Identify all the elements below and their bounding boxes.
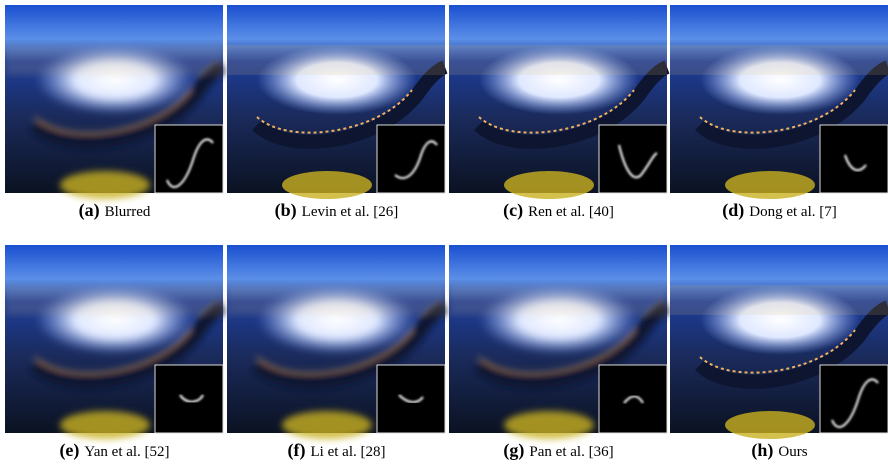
flowers xyxy=(504,171,594,199)
dots xyxy=(670,285,888,315)
panel-label: (c) xyxy=(503,200,523,220)
panel-image xyxy=(670,5,888,199)
panel-label: (a) xyxy=(79,200,100,220)
dots xyxy=(227,45,445,75)
caption: (h) Ours xyxy=(670,440,888,461)
kernel-background xyxy=(599,365,667,433)
figure: (a) Blurred (b) Levin et al. [26] (c) Ren et … xyxy=(0,0,888,465)
panel-caption: Blurred xyxy=(105,204,151,220)
kernel-background xyxy=(820,365,888,433)
panel-image xyxy=(5,245,223,439)
kernel-background xyxy=(820,125,888,193)
flowers xyxy=(725,171,815,199)
flowers xyxy=(725,411,815,439)
flowers xyxy=(504,411,594,439)
kernel-inset xyxy=(599,365,667,433)
dots xyxy=(5,285,223,315)
panel-caption: Ours xyxy=(778,444,807,460)
panel-label: (d) xyxy=(722,200,744,220)
panel-image xyxy=(227,5,445,199)
kernel-background xyxy=(155,365,223,433)
panel-caption: Levin et al. [26] xyxy=(302,204,399,220)
image-grid xyxy=(0,0,888,465)
panel-label: (b) xyxy=(275,200,297,220)
kernel-background xyxy=(155,125,223,193)
panel-label: (f) xyxy=(288,440,306,460)
kernel-inset xyxy=(377,125,445,193)
caption: (g) Pan et al. [36] xyxy=(449,440,668,461)
panel-caption: Dong et al. [7] xyxy=(749,204,836,220)
kernel-inset xyxy=(599,125,667,193)
panel-image xyxy=(449,245,667,439)
flowers xyxy=(60,171,150,199)
flowers xyxy=(282,411,372,439)
panel-image xyxy=(227,245,445,439)
kernel-background xyxy=(377,125,445,193)
panel-caption: Pan et al. [36] xyxy=(529,444,613,460)
panel-caption: Yan et al. [52] xyxy=(84,444,169,460)
dots xyxy=(5,45,223,75)
kernel-background xyxy=(377,365,445,433)
kernel-inset xyxy=(377,365,445,433)
caption: (d) Dong et al. [7] xyxy=(670,200,888,221)
flowers xyxy=(282,171,372,199)
panel-label: (h) xyxy=(751,440,773,460)
kernel-inset xyxy=(155,365,223,433)
panel-caption: Li et al. [28] xyxy=(311,444,386,460)
kernel-inset xyxy=(155,125,223,193)
caption: (c) Ren et al. [40] xyxy=(449,200,668,221)
kernel-inset xyxy=(820,365,888,433)
panel-label: (e) xyxy=(59,440,79,460)
caption: (e) Yan et al. [52] xyxy=(5,440,224,461)
dots xyxy=(449,285,667,315)
dots xyxy=(227,285,445,315)
caption: (a) Blurred xyxy=(5,200,224,221)
flowers xyxy=(60,411,150,439)
dots xyxy=(449,45,667,75)
panel-image xyxy=(670,245,888,439)
panel-caption: Ren et al. [40] xyxy=(528,204,614,220)
caption: (b) Levin et al. [26] xyxy=(227,200,446,221)
caption: (f) Li et al. [28] xyxy=(227,440,446,461)
kernel-background xyxy=(599,125,667,193)
kernel-inset xyxy=(820,125,888,193)
dots xyxy=(670,45,888,75)
panel-label: (g) xyxy=(503,440,524,460)
panel-image xyxy=(449,5,667,199)
panel-image xyxy=(5,5,223,199)
